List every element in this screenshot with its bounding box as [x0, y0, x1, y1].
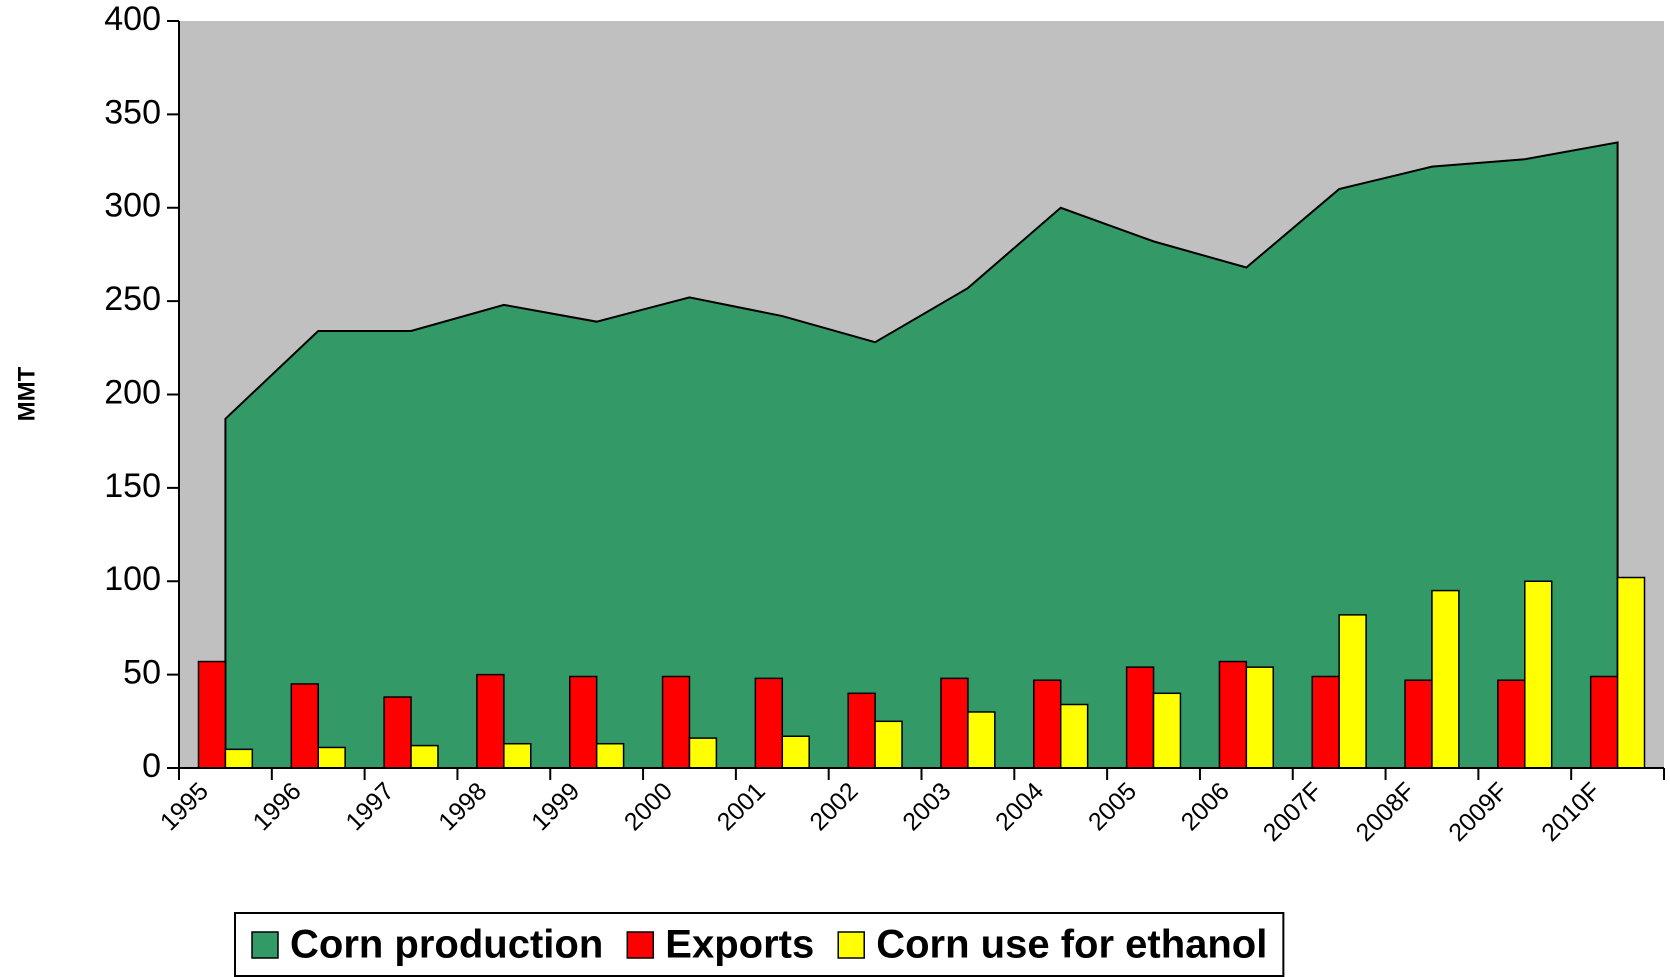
y-tick-label: 250: [104, 280, 161, 318]
bar: [940, 677, 969, 769]
bar: [1059, 703, 1089, 769]
y-tick-label: 350: [104, 93, 161, 131]
bar: [1218, 660, 1248, 769]
x-tick-label: 2001: [712, 777, 771, 836]
x-tick-label: 1997: [340, 777, 399, 836]
y-tick-label: 200: [104, 373, 161, 411]
legend: Corn production Exports Corn use for ethan…: [234, 912, 1285, 977]
x-tick-label: 2003: [897, 777, 956, 836]
x-tick-label: 2009F: [1443, 777, 1513, 847]
bar: [383, 696, 412, 769]
bar: [1033, 679, 1062, 769]
x-tick-label: 1999: [526, 777, 585, 836]
legend-box: [234, 912, 1285, 977]
legend-label: Corn production: [290, 923, 603, 967]
bar: [1404, 679, 1433, 769]
legend-label: Exports: [665, 923, 814, 967]
area: [225, 142, 1618, 768]
bar: [1497, 679, 1526, 769]
bar: [661, 675, 691, 769]
x-tick-label: 2005: [1083, 777, 1142, 836]
bar: [1524, 580, 1553, 769]
x-tick-label: 2000: [619, 777, 678, 836]
y-tick-label: 0: [142, 747, 161, 785]
bar: [1152, 692, 1182, 769]
bar: [317, 746, 346, 769]
bar: [847, 692, 876, 769]
y-axis-label: MMT: [13, 366, 40, 421]
y-tick-label: 150: [104, 467, 161, 505]
bar: [1431, 589, 1460, 769]
legend-swatch: [251, 931, 279, 959]
bar: [874, 720, 903, 769]
bar: [1245, 666, 1275, 769]
bar: [1589, 675, 1619, 769]
legend-swatch: [837, 931, 865, 959]
x-tick-label: 2010F: [1536, 777, 1606, 847]
bar: [1338, 614, 1367, 769]
legend-label: Corn use for ethanol: [876, 923, 1267, 967]
bar: [224, 748, 254, 769]
x-tick-label: 2002: [804, 777, 863, 836]
y-tick-label: 400: [104, 0, 161, 38]
area-outline: [224, 141, 1619, 768]
bar: [410, 744, 439, 769]
legend-swatch: [626, 931, 655, 959]
x-tick-label: 1995: [155, 777, 214, 836]
bar: [568, 675, 598, 769]
bar: [197, 660, 227, 769]
bar: [1311, 675, 1340, 769]
y-tick-label: 50: [123, 654, 161, 692]
bar: [595, 742, 625, 769]
bar: [688, 737, 718, 769]
bar: [1616, 576, 1646, 769]
x-tick-label: 2006: [1176, 777, 1235, 836]
bar: [476, 673, 505, 769]
x-tick-label: 1998: [433, 777, 492, 836]
bar: [503, 742, 532, 769]
x-tick-label: 1996: [248, 777, 307, 836]
bar: [754, 677, 784, 769]
bar: [781, 735, 810, 769]
y-tick-label: 300: [104, 187, 161, 225]
bar: [290, 683, 319, 769]
bar: [1125, 666, 1155, 769]
x-tick-label: 2007F: [1258, 777, 1328, 847]
x-tick-label: 2008F: [1351, 777, 1421, 847]
x-tick-label: 2004: [990, 777, 1049, 836]
y-tick-label: 100: [104, 560, 161, 598]
bar: [967, 711, 996, 769]
